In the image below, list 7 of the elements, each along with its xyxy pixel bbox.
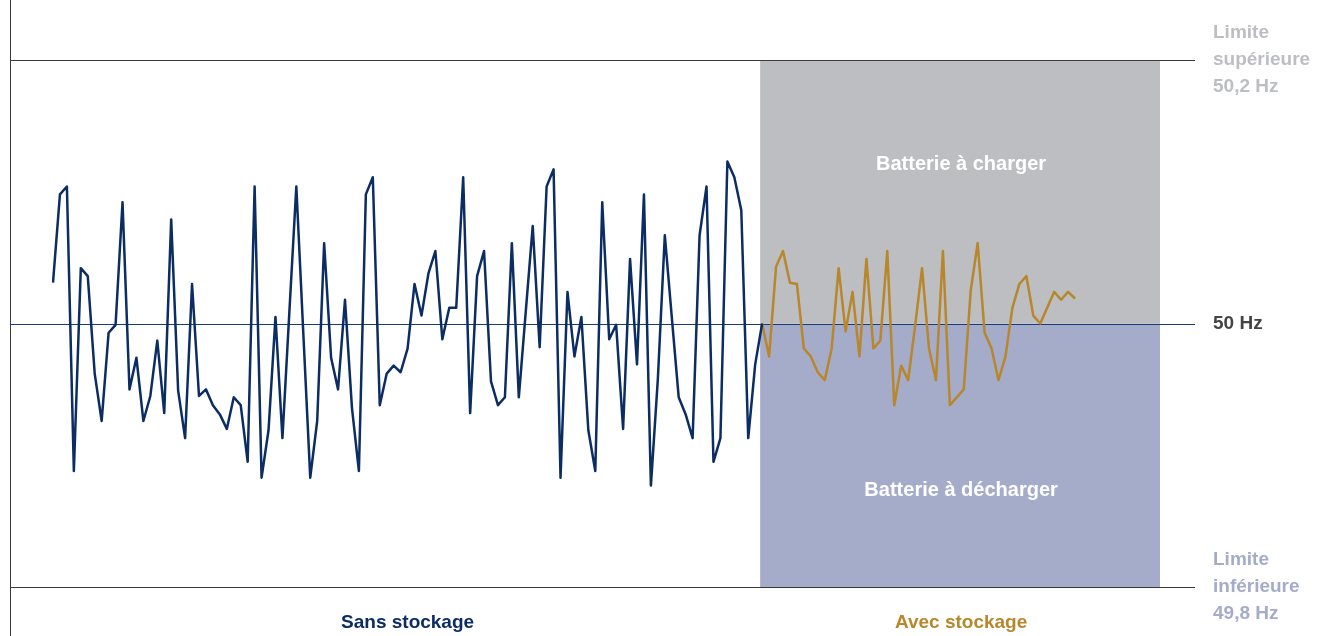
band-label: Batterie à charger [876,152,1047,175]
text: Avec stockage [894,611,1028,632]
ref-line-label: Limite supérieure 50,2 Hz [1213,21,1311,97]
ref-line-label: 50 Hz [1213,311,1263,333]
text: Sans stockage [341,611,475,632]
band-label: Batterie à décharger [864,477,1058,500]
ref-line-label: Limite inférieure 49,8 Hz [1213,548,1300,624]
